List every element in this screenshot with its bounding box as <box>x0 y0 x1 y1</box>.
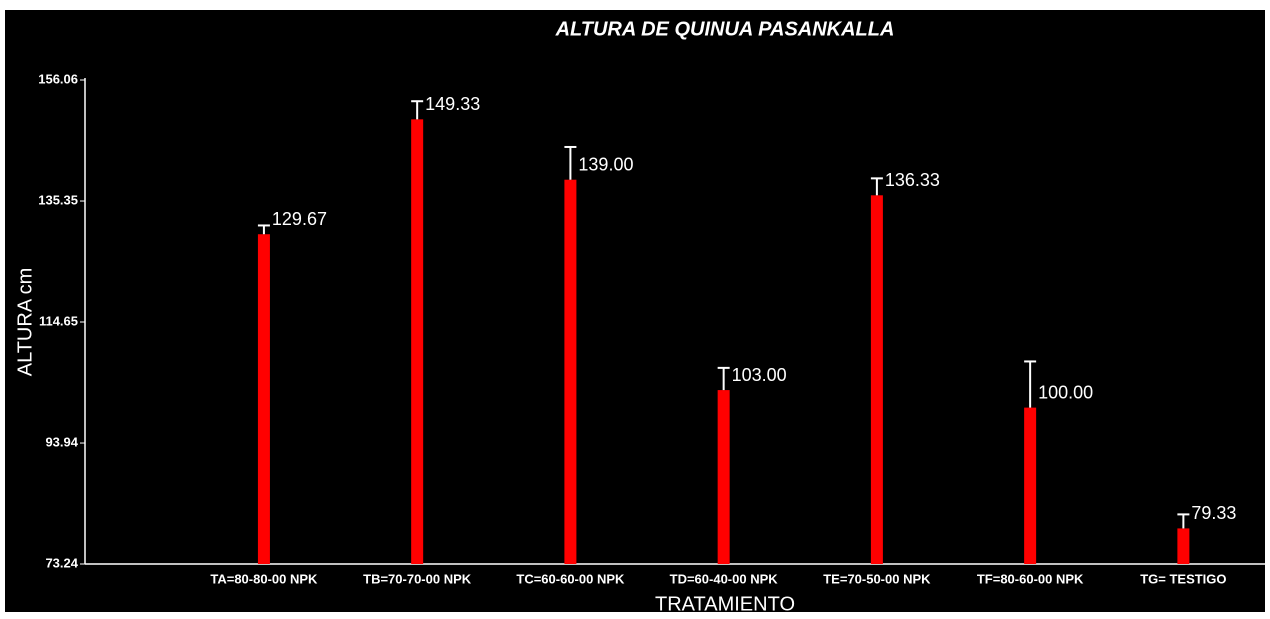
y-tick-label: 156.06 <box>38 71 78 86</box>
bar <box>870 195 883 564</box>
value-label: 149.33 <box>425 94 480 114</box>
value-label: 103.00 <box>732 365 787 385</box>
value-label: 129.67 <box>272 209 327 229</box>
y-axis-label: ALTURA cm <box>14 268 36 377</box>
bar <box>1177 528 1190 564</box>
value-label: 79.33 <box>1191 503 1236 523</box>
value-label: 100.00 <box>1038 382 1093 402</box>
x-tick-label: TC=60-60-00 NPK <box>516 571 625 586</box>
bar <box>717 390 730 564</box>
y-tick-label: 73.24 <box>45 555 78 570</box>
chart-title: ALTURA DE QUINUA PASANKALLA <box>555 18 895 40</box>
x-tick-label: TF=80-60-00 NPK <box>977 571 1084 586</box>
x-tick-label: TE=70-50-00 NPK <box>823 571 931 586</box>
value-label: 136.33 <box>885 170 940 190</box>
y-tick-label: 93.94 <box>45 434 78 449</box>
plot-background <box>5 10 1265 612</box>
x-tick-label: TD=60-40-00 NPK <box>670 571 779 586</box>
y-tick-label: 135.35 <box>38 192 78 207</box>
bar <box>257 234 270 564</box>
x-axis-label: TRATAMIENTO <box>655 593 795 615</box>
y-tick-label: 114.65 <box>39 313 78 328</box>
x-tick-label: TA=80-80-00 NPK <box>210 571 318 586</box>
value-label: 139.00 <box>578 154 633 174</box>
bar <box>1024 407 1037 564</box>
x-tick-label: TG= TESTIGO <box>1140 571 1226 586</box>
x-tick-label: TB=70-70-00 NPK <box>363 571 472 586</box>
bar <box>411 119 424 565</box>
bar <box>564 179 577 565</box>
